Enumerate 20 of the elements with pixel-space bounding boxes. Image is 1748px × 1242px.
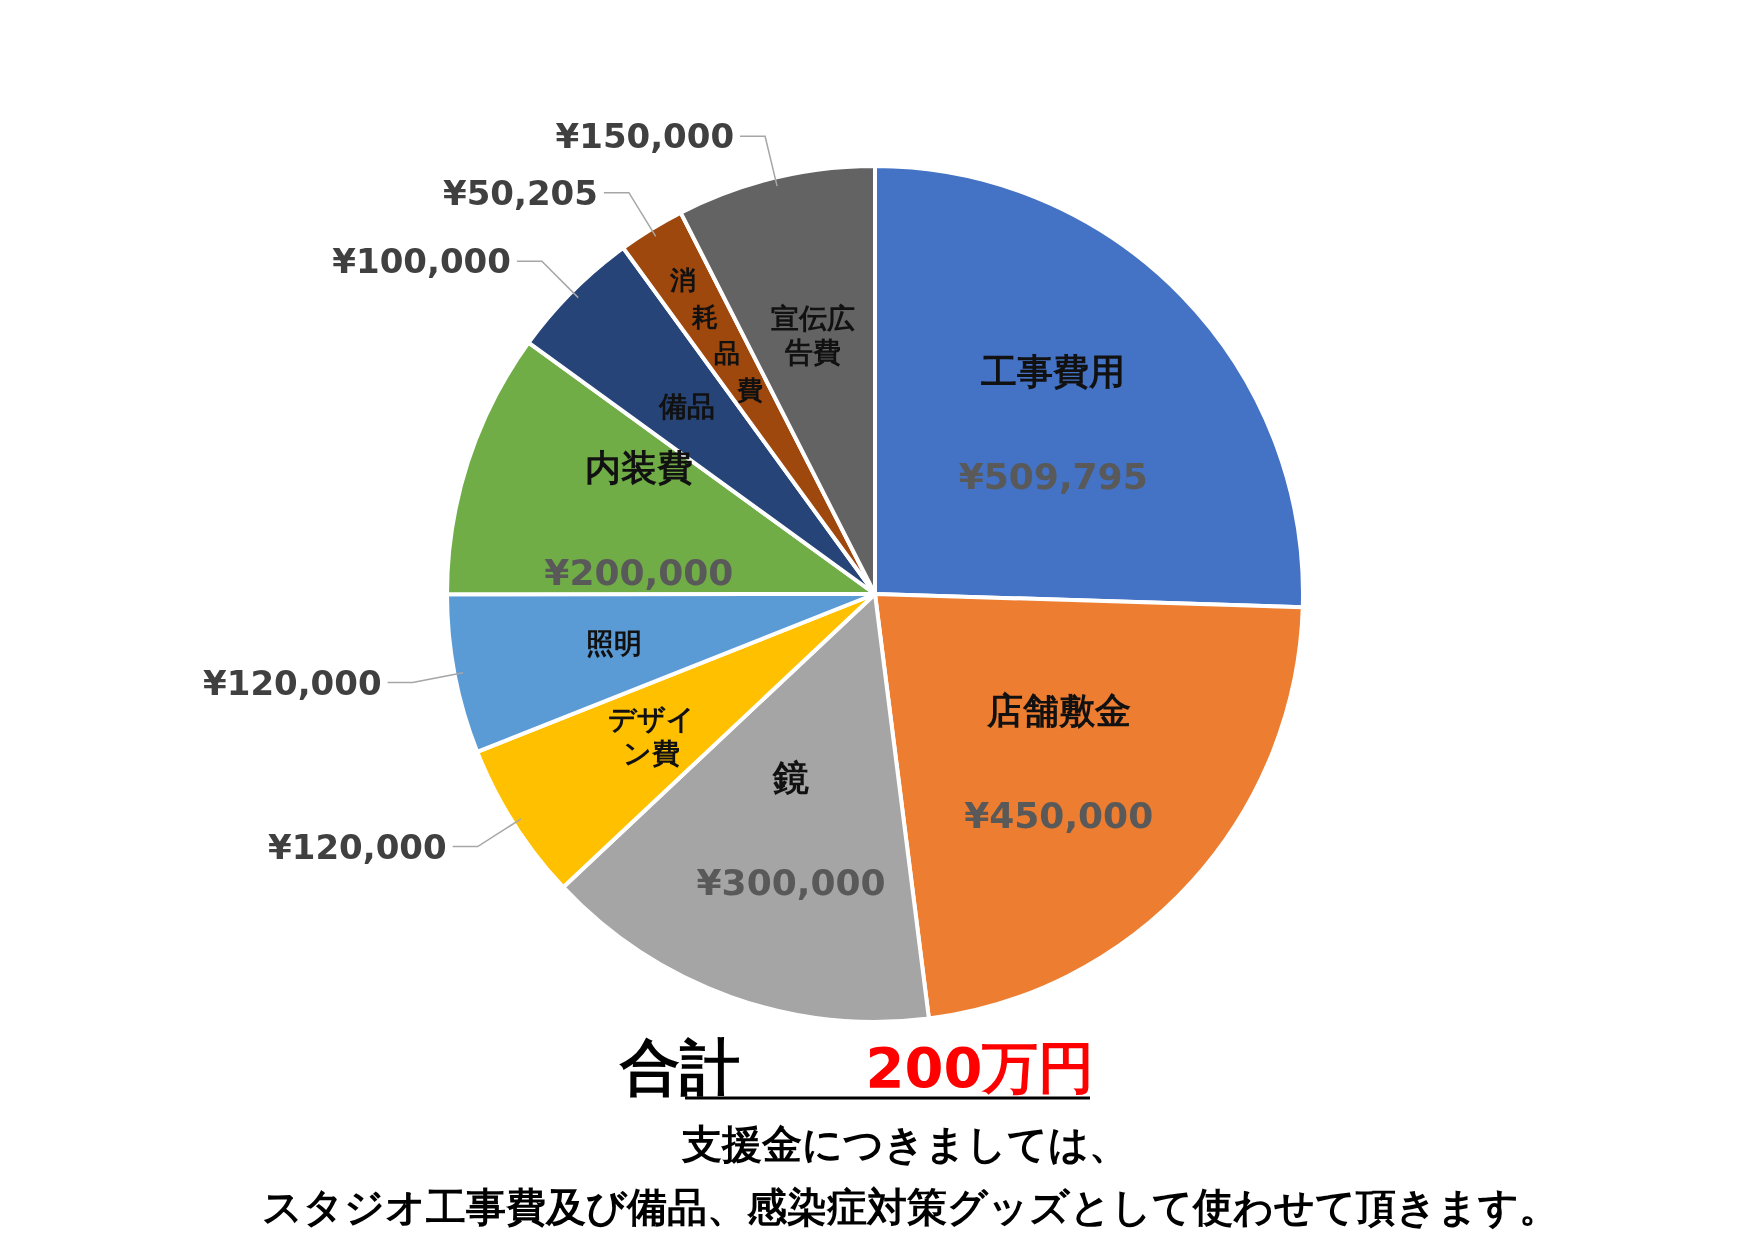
- slice-label: 鏡: [772, 757, 810, 799]
- data-label: ¥100,000: [332, 241, 511, 282]
- slice-label: 工事費用: [981, 350, 1126, 392]
- text: 支援金につきましては、: [680, 1119, 1129, 1167]
- slice-label: デザイン費: [607, 702, 695, 770]
- slice-label: 店舗敷金: [985, 690, 1131, 732]
- data-label: ¥120,000: [203, 662, 382, 703]
- data-label: ¥150,000: [555, 116, 735, 157]
- data-label: ¥120,000: [268, 826, 447, 867]
- data-label: ¥509,795: [958, 455, 1148, 497]
- data-label: ¥300,000: [696, 862, 886, 904]
- slice-label: 宣伝広告費: [771, 302, 856, 370]
- text: 200万円: [865, 1034, 1095, 1100]
- data-label: ¥200,000: [544, 551, 734, 593]
- data-label: ¥50,205: [443, 172, 598, 213]
- data-label: ¥450,000: [964, 795, 1154, 837]
- text: スタジオ工事費及び備品、感染症対策グッズとして使わせて頂きます。: [261, 1182, 1559, 1230]
- slice-label: 照明: [586, 627, 643, 661]
- slice-label: 内装費: [584, 446, 693, 488]
- text: 合計: [619, 1032, 740, 1102]
